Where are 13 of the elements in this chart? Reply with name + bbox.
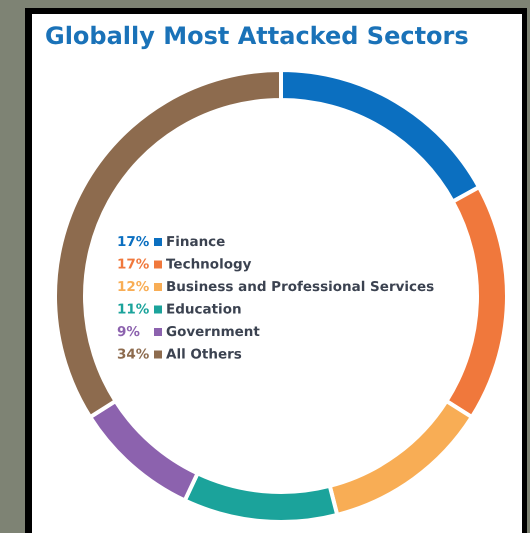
legend-label: Business and Professional Services bbox=[166, 278, 434, 295]
data-label: 9% bbox=[117, 324, 140, 340]
data-label: 17% bbox=[117, 234, 150, 250]
data-label: 12% bbox=[117, 278, 150, 295]
chart-title: Globally Most Attacked Sectors bbox=[45, 22, 469, 50]
legend-label: Finance bbox=[166, 234, 226, 250]
data-label: 34% bbox=[117, 346, 150, 362]
legend-label: Government bbox=[166, 324, 260, 340]
legend-label: Technology bbox=[166, 256, 252, 272]
legend-label: Education bbox=[166, 301, 242, 318]
legend-label: All Others bbox=[166, 346, 242, 362]
data-label: 17% bbox=[117, 256, 150, 272]
data-label: 11% bbox=[117, 301, 150, 318]
